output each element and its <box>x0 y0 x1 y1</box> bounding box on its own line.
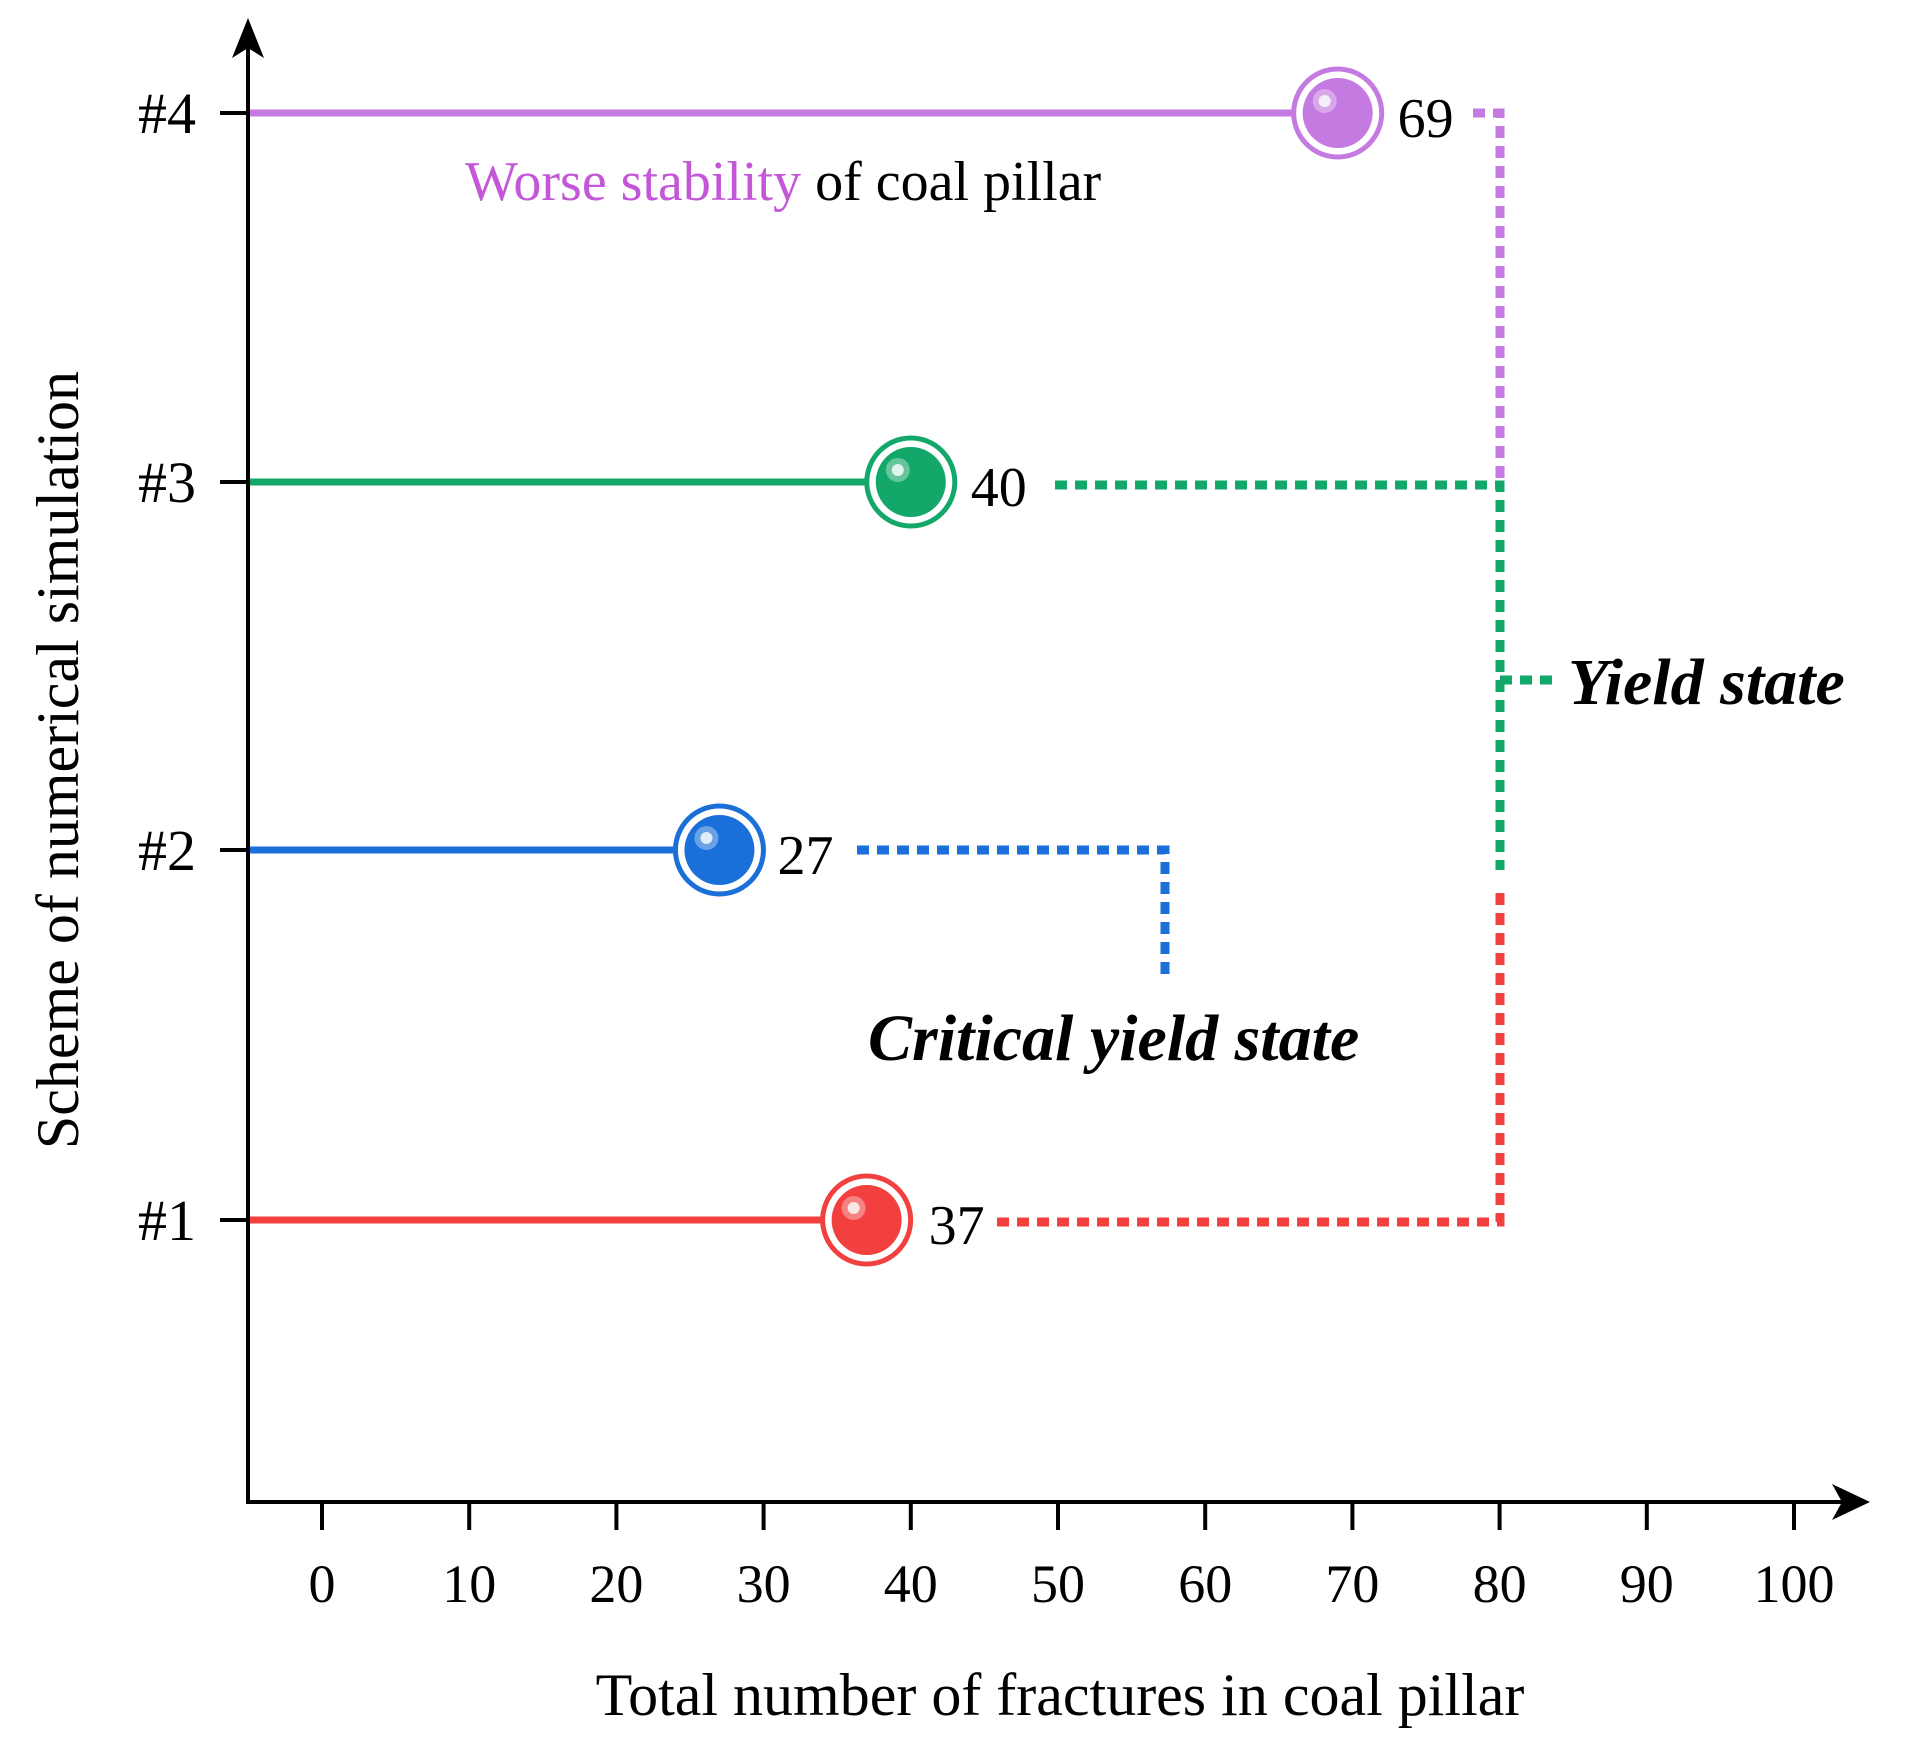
x-axis-arrow <box>1832 1484 1870 1520</box>
x-tick-label: 70 <box>1325 1554 1379 1614</box>
annotation-stability-highlight: Worse stability <box>465 151 801 213</box>
data-point <box>820 1173 914 1267</box>
x-tick-label: 40 <box>884 1554 938 1614</box>
y-axis-title: Scheme of numerical simulation <box>25 371 91 1149</box>
y-tick-label: #1 <box>138 1188 196 1253</box>
bracket-line <box>1473 108 1505 482</box>
stem-layer <box>248 109 1338 1224</box>
x-tick-label: 20 <box>589 1554 643 1614</box>
data-point <box>864 435 958 529</box>
data-label: 40 <box>971 457 1027 519</box>
annotation-stability: Worse stability of coal pillar <box>465 151 1102 213</box>
connector-layer <box>857 108 1560 1227</box>
x-tick-label: 90 <box>1620 1554 1674 1614</box>
y-tick-label: #2 <box>138 818 196 883</box>
data-label: 27 <box>777 825 833 887</box>
annotation-critical-yield-state: Critical yield state <box>868 1002 1359 1075</box>
annotation-yield-state: Yield state <box>1568 646 1845 719</box>
x-tick-label: 60 <box>1178 1554 1232 1614</box>
y-tick-layer: #1 #2 #3 #4 <box>138 81 248 1253</box>
x-tick-label: 100 <box>1754 1554 1835 1614</box>
data-label: 69 <box>1398 88 1454 150</box>
bracket-line <box>997 885 1505 1227</box>
x-tick-label: 0 <box>309 1554 336 1614</box>
x-tick-label: 80 <box>1473 1554 1527 1614</box>
x-axis-title: Total number of fractures in coal pillar <box>596 1662 1525 1728</box>
annotation-stability-rest: of coal pillar <box>801 151 1101 213</box>
data-label: 37 <box>929 1195 985 1257</box>
bracket-line <box>1055 480 1505 870</box>
value-label-layer: 37 27 40 69 <box>777 88 1453 1257</box>
y-tick-label: #4 <box>138 81 196 146</box>
y-tick-label: #3 <box>138 450 196 515</box>
data-point <box>672 803 766 897</box>
data-point <box>1291 66 1385 160</box>
y-axis-arrow <box>232 18 264 58</box>
x-tick-label: 10 <box>442 1554 496 1614</box>
x-tick-layer: 0 10 20 30 40 50 60 70 80 90 100 <box>309 1502 1835 1614</box>
x-tick-label: 50 <box>1031 1554 1085 1614</box>
marker-layer <box>672 66 1385 1267</box>
bracket-line <box>857 845 1170 980</box>
x-tick-label: 30 <box>737 1554 791 1614</box>
